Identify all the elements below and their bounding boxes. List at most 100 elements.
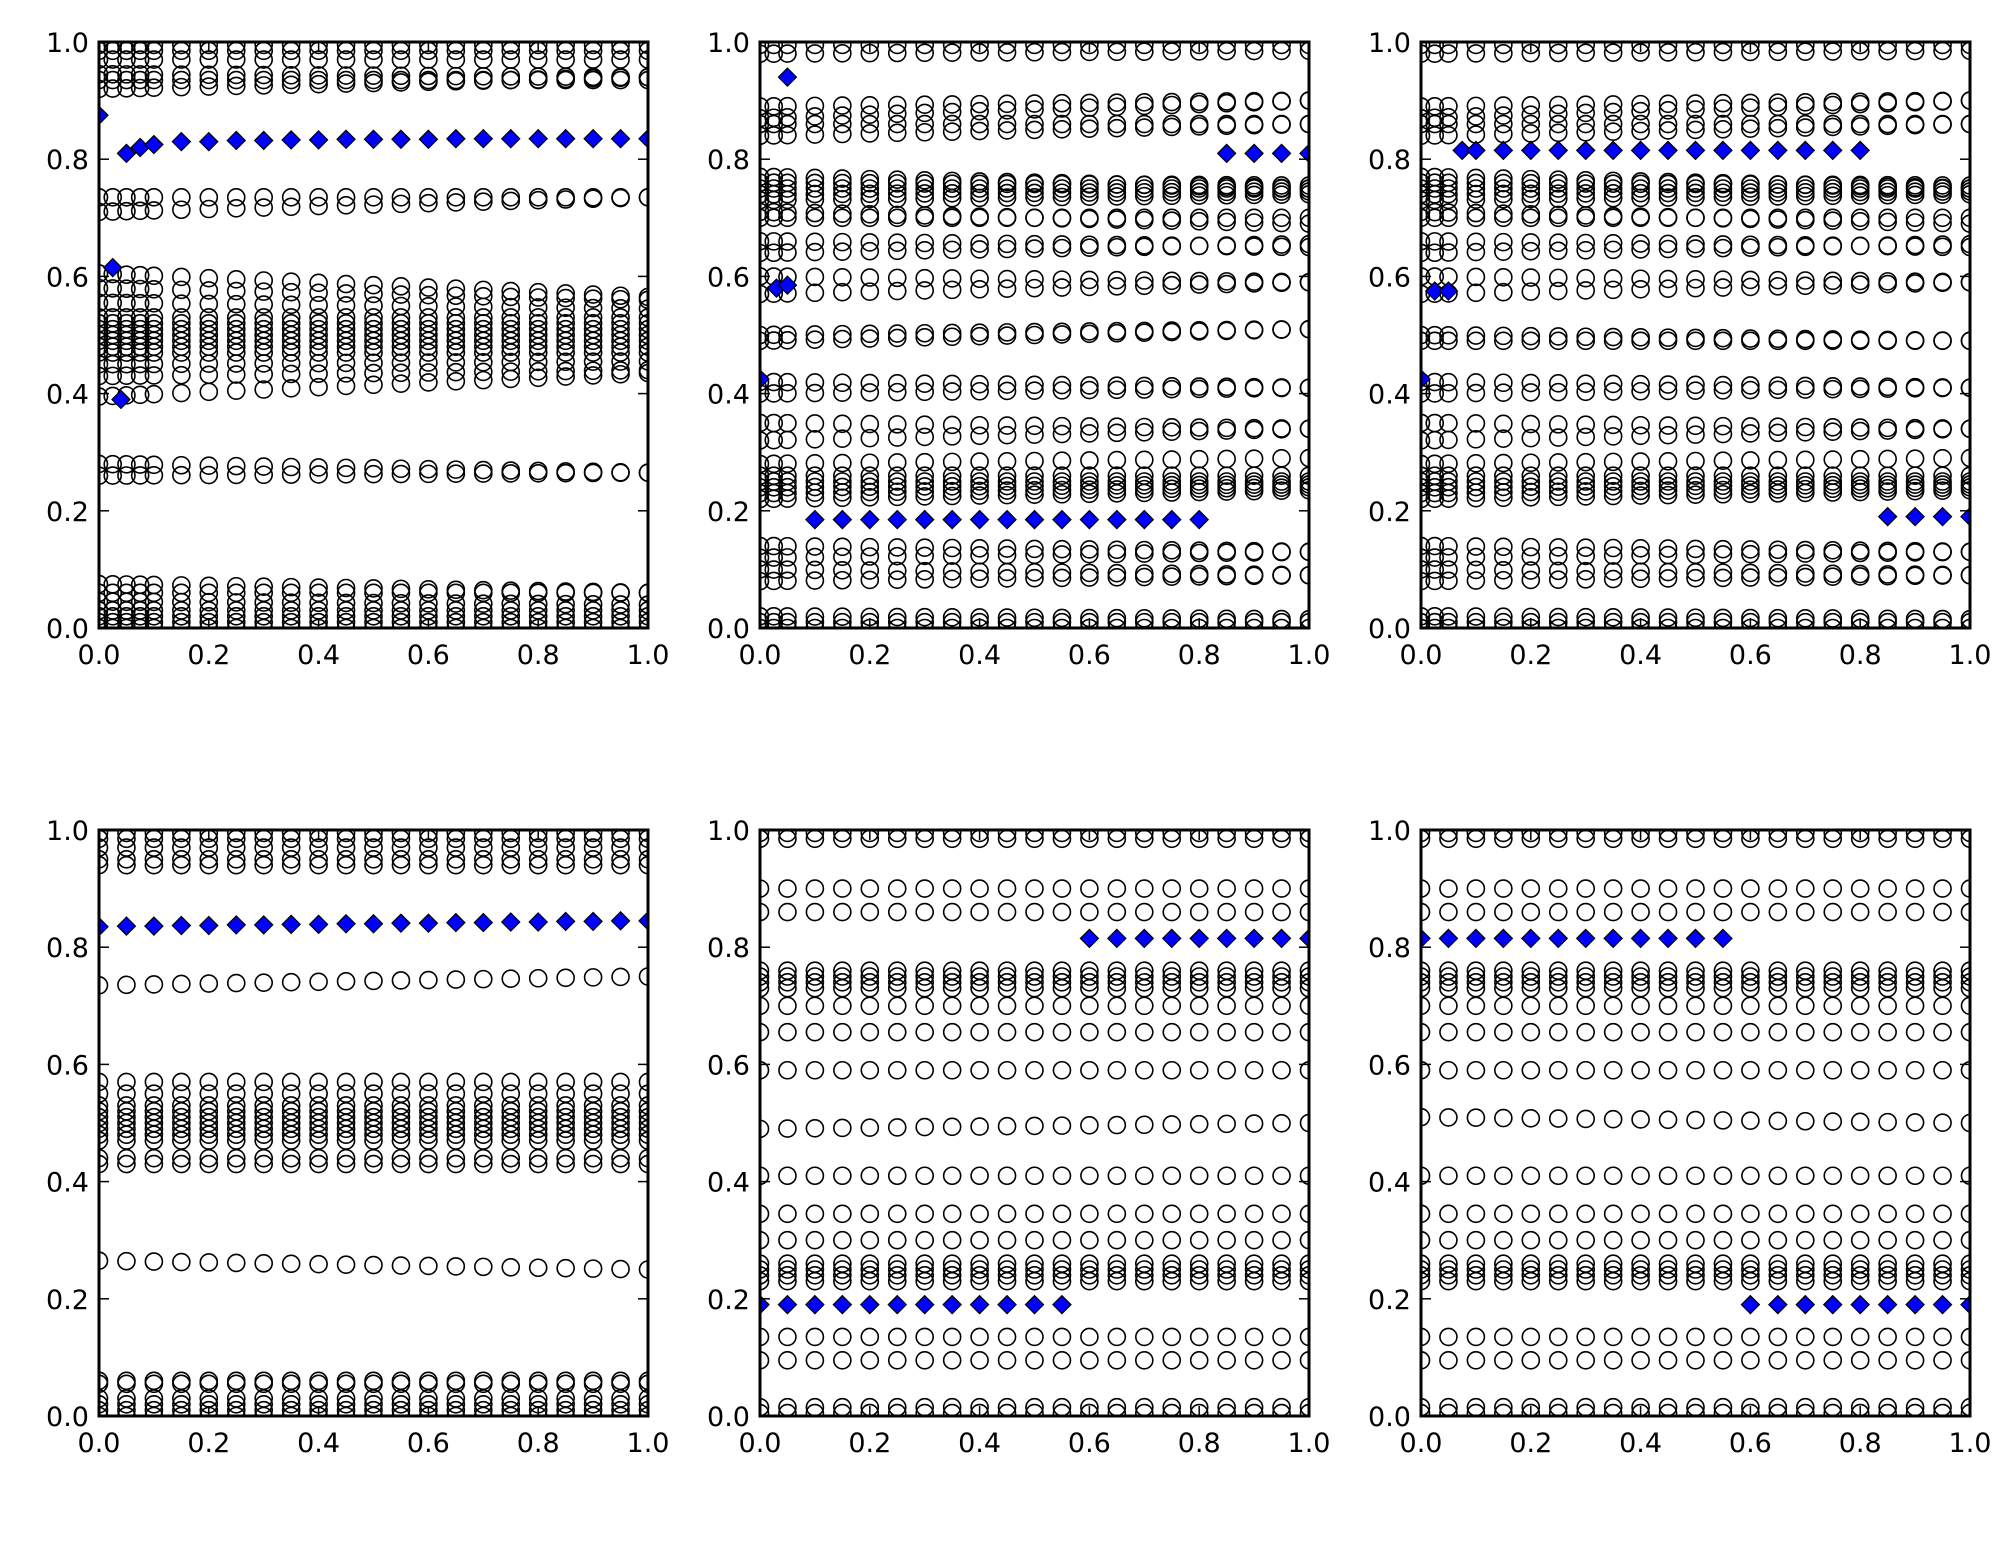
circle-point: [1933, 902, 1952, 922]
circle-point: [1272, 902, 1291, 922]
circle-point: [778, 560, 797, 579]
circle-point: [226, 612, 246, 628]
circle-point: [860, 428, 880, 448]
circle-point: [1421, 208, 1431, 228]
circle-point: [1135, 380, 1154, 399]
circle-point: [1631, 1266, 1650, 1285]
circle-point: [1631, 1351, 1650, 1370]
circle-point: [778, 618, 797, 628]
circle-point: [1548, 973, 1568, 992]
circle-point: [1850, 1166, 1870, 1186]
circle-point: [942, 546, 962, 565]
circle-point: [805, 1403, 825, 1416]
circle-point: [1713, 451, 1733, 470]
circle-point: [942, 973, 962, 992]
circle-point: [915, 452, 935, 472]
circle-point: [970, 612, 989, 628]
circle-point: [1107, 237, 1127, 257]
circle-point: [1960, 1266, 1970, 1285]
circle-point: [997, 234, 1017, 254]
circle-point: [1107, 423, 1127, 443]
circle-point: [1135, 114, 1154, 134]
circle-point: [1494, 488, 1513, 508]
circle-point: [1494, 477, 1513, 497]
circle-point: [1741, 466, 1760, 485]
circle-point: [915, 482, 935, 501]
circle-point: [1933, 208, 1952, 228]
circle-point: [1052, 1260, 1072, 1279]
circle-point: [1631, 562, 1650, 582]
diamond-point: [198, 131, 219, 152]
circle-point: [1494, 179, 1513, 198]
circle-point: [1107, 1115, 1127, 1135]
circle-point: [336, 612, 356, 628]
circle-point: [1603, 269, 1623, 288]
circle-point: [391, 363, 411, 383]
circle-point: [1244, 1403, 1264, 1416]
circle-point: [833, 488, 852, 508]
circle-point: [778, 330, 797, 350]
circle-point: [1823, 1204, 1843, 1224]
circle-point: [887, 1260, 907, 1279]
circle-point: [997, 830, 1017, 843]
circle-point: [764, 536, 784, 556]
circle-point: [1189, 1166, 1209, 1186]
circle-point: [915, 268, 935, 288]
circle-point: [1425, 42, 1445, 55]
circle-point: [1189, 236, 1209, 256]
circle-point: [915, 415, 935, 434]
circle-point: [391, 353, 411, 372]
circle-point: [1299, 1254, 1309, 1273]
circle-point: [760, 536, 770, 556]
circle-point: [309, 1119, 328, 1139]
circle-point: [1741, 417, 1760, 436]
circle-point: [1466, 996, 1486, 1016]
circle-point: [1466, 168, 1486, 188]
circle-point: [1878, 543, 1897, 562]
circle-point: [860, 268, 880, 287]
circle-point: [1933, 213, 1952, 233]
circle-point: [419, 193, 438, 213]
circle-point: [1107, 97, 1127, 117]
diamond-point: [363, 129, 384, 150]
circle-point: [501, 612, 521, 628]
circle-point: [1878, 449, 1897, 469]
circle-point: [446, 66, 466, 86]
circle-point: [1631, 279, 1650, 299]
circle-point: [309, 273, 328, 293]
circle-point: [887, 612, 907, 628]
circle-point: [942, 188, 962, 208]
circle-point: [117, 1119, 136, 1139]
circle-point: [997, 485, 1017, 505]
circle-point: [1439, 1230, 1458, 1250]
circle-point: [281, 197, 301, 217]
circle-point: [1494, 570, 1513, 590]
circle-point: [805, 114, 825, 134]
circle-point: [1768, 118, 1788, 138]
circle-point: [1631, 42, 1650, 55]
circle-point: [1521, 173, 1541, 193]
circle-point: [254, 380, 274, 399]
circle-point: [172, 383, 191, 403]
circle-point: [805, 168, 825, 188]
circle-point: [1189, 567, 1209, 586]
circle-point: [915, 241, 935, 260]
circle-point: [419, 1119, 438, 1139]
circle-point: [778, 1022, 797, 1042]
circle-point: [199, 465, 219, 485]
diamond-point: [1216, 143, 1237, 164]
circle-point: [419, 187, 438, 207]
circle-point: [778, 902, 797, 922]
circle-point: [887, 472, 907, 491]
circle-point: [1713, 278, 1733, 297]
circle-point: [1741, 270, 1760, 290]
circle-point: [1631, 179, 1650, 198]
circle-point: [970, 188, 989, 208]
circle-point: [805, 125, 825, 144]
circle-point: [833, 483, 852, 502]
circle-point: [364, 331, 383, 351]
circle-point: [1080, 1204, 1099, 1224]
circle-point: [1080, 119, 1099, 139]
circle-point: [1823, 609, 1843, 628]
circle-point: [1466, 488, 1486, 508]
